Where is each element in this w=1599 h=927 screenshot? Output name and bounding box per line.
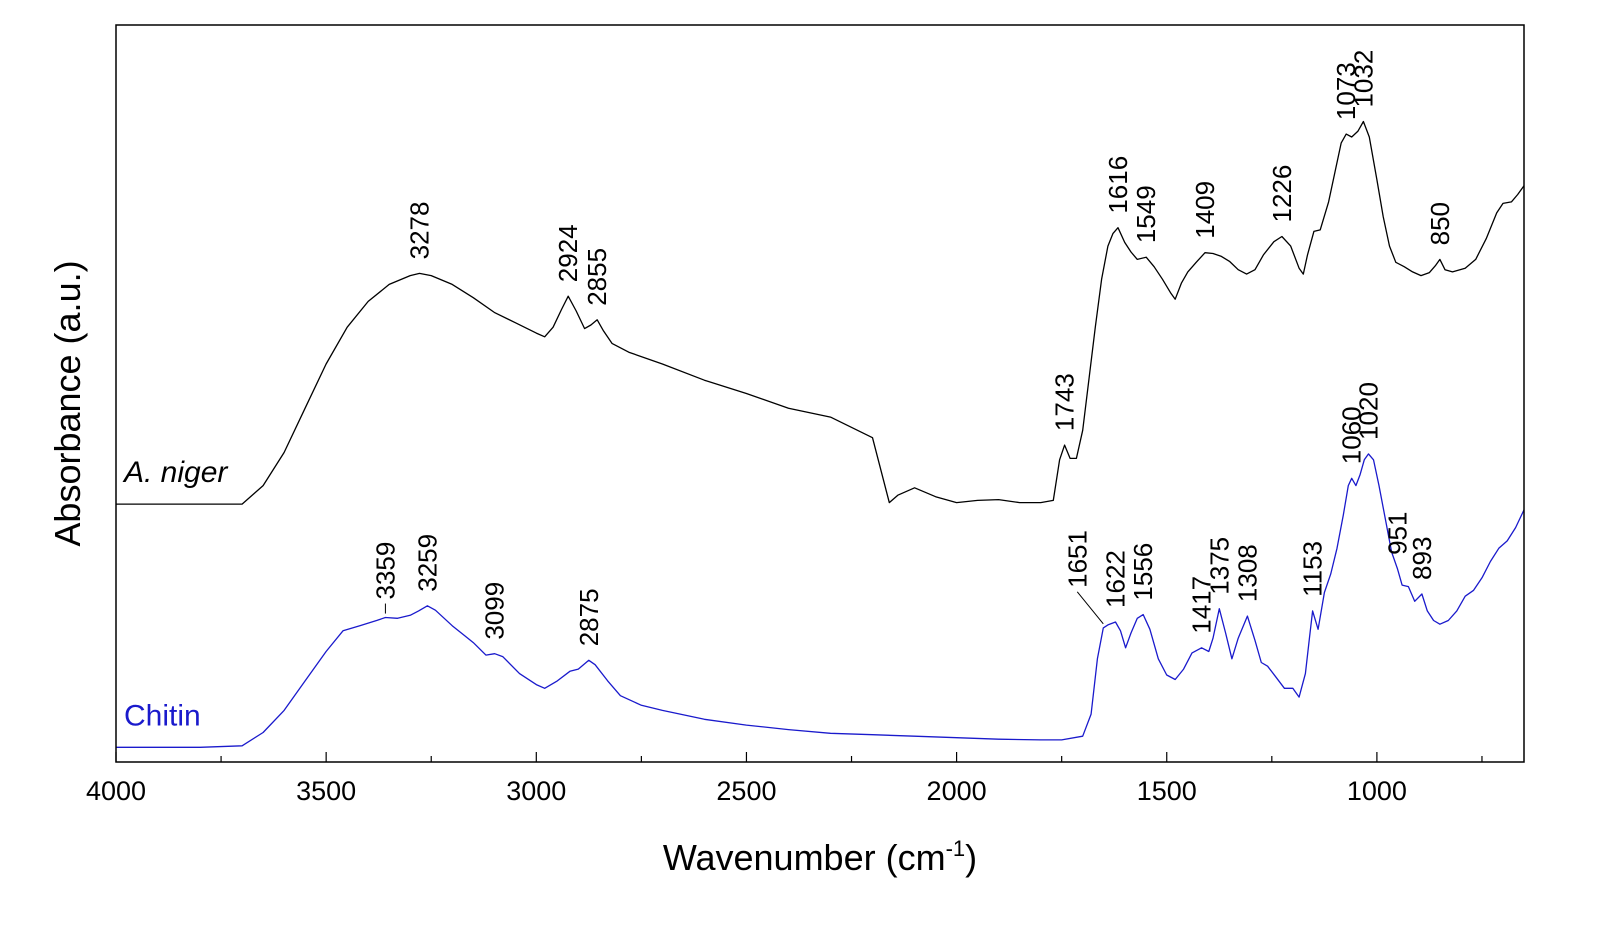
- peak-label: 2875: [574, 588, 604, 646]
- peak-label: 1020: [1353, 382, 1383, 440]
- series-layer: [116, 120, 1525, 748]
- series-labels: A. niger Chitin: [122, 456, 228, 732]
- peak-label: 951: [1382, 512, 1412, 555]
- x-axis-title-main: Wavenumber (cm: [663, 837, 946, 878]
- x-axis-title: Wavenumber (cm-1): [663, 836, 977, 878]
- peak-label: 1060: [1337, 406, 1367, 464]
- peak-label: 1549: [1131, 185, 1161, 243]
- peak-label: 1032: [1348, 50, 1378, 108]
- peak-label: 3359: [370, 542, 400, 600]
- peak-label: 1651: [1062, 530, 1092, 588]
- x-tick-label: 1000: [1347, 776, 1407, 806]
- x-tick-label: 3500: [296, 776, 356, 806]
- peak-label: 1622: [1100, 550, 1130, 608]
- x-tick-label: 1500: [1137, 776, 1197, 806]
- peak-label: 1308: [1232, 544, 1262, 602]
- x-tick-label: 2000: [927, 776, 987, 806]
- x-axis-title-close: ): [965, 837, 977, 878]
- peak-label: 1409: [1190, 181, 1220, 239]
- series-line-1: [116, 120, 1525, 505]
- x-axis-ticks: 4000 3500 3000 2500 2000 1500 1000: [86, 752, 1483, 806]
- peak-label: 850: [1425, 202, 1455, 245]
- x-axis-title-superscript: -1: [946, 836, 966, 861]
- peak-label: 1226: [1267, 165, 1297, 223]
- x-tick-label: 2500: [716, 776, 776, 806]
- series-line-2: [116, 453, 1525, 748]
- series-label-1: A. niger: [122, 456, 228, 489]
- peak-label: 1743: [1050, 373, 1080, 431]
- x-tick-label: 3000: [506, 776, 566, 806]
- peak-label: 1073: [1331, 62, 1361, 120]
- series-label-2: Chitin: [124, 699, 201, 732]
- peak-label: 1375: [1204, 537, 1234, 595]
- y-axis-title: Absorbance (a.u.): [47, 260, 88, 546]
- peak-label: 893: [1407, 537, 1437, 580]
- peak-label: 3259: [412, 534, 442, 592]
- peak-label: 1616: [1103, 156, 1133, 214]
- peak-label: 1153: [1298, 541, 1328, 597]
- peak-label: 3099: [480, 582, 510, 640]
- peak-leader-line: [1076, 591, 1104, 625]
- peak-label: 2924: [553, 224, 583, 282]
- peak-label: 1417: [1187, 576, 1217, 634]
- plot-frame: [115, 24, 1525, 763]
- x-tick-label: 4000: [86, 776, 146, 806]
- peak-label: 3278: [404, 202, 434, 260]
- peak-label: 2855: [582, 248, 612, 306]
- peak-label: 1556: [1128, 543, 1158, 601]
